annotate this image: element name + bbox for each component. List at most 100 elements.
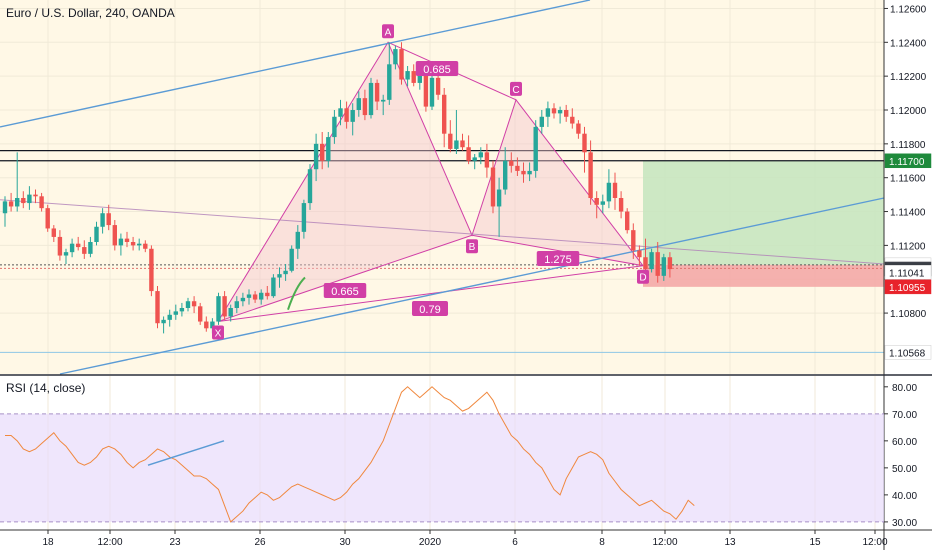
- target-zone: [643, 160, 884, 265]
- candle-body: [185, 301, 191, 308]
- candle-body: [289, 248, 294, 271]
- candle-body: [637, 250, 642, 258]
- candle-body: [8, 201, 14, 207]
- time-tick-label: 12:00: [97, 537, 122, 548]
- candle-body: [191, 301, 197, 307]
- candle-body: [173, 311, 178, 315]
- rsi-trend-line: [147, 440, 225, 466]
- candle-body: [307, 169, 313, 204]
- candle-body: [625, 211, 630, 231]
- candle-body: [313, 143, 319, 170]
- candle-body: [57, 236, 63, 256]
- candle-body: [338, 108, 343, 117]
- price-tick-label: 1.12400: [890, 38, 927, 49]
- candle-body: [618, 198, 624, 212]
- candle-body: [515, 165, 520, 171]
- candle-body: [350, 110, 355, 122]
- stop-zone: [643, 264, 884, 287]
- candle-body: [69, 243, 75, 253]
- candle-body: [594, 198, 599, 205]
- time-tick-label: 12:00: [862, 537, 887, 548]
- candle-body: [161, 319, 166, 324]
- candle-body: [137, 243, 142, 246]
- harmonic-point-d: [637, 269, 649, 284]
- rsi-band: [0, 413, 884, 522]
- candle-body: [130, 242, 136, 246]
- harmonic-bcd-fill: [472, 99, 643, 266]
- candle-body: [496, 189, 502, 207]
- candle-body: [417, 72, 422, 83]
- candle-body: [149, 248, 154, 292]
- ratio-badge: [415, 61, 459, 76]
- candle-body: [442, 94, 447, 134]
- candle-body: [557, 110, 563, 114]
- candle-body: [509, 160, 514, 166]
- candle-body: [454, 140, 459, 149]
- candle-body: [240, 297, 246, 302]
- candle-body: [423, 72, 429, 107]
- candle-body: [643, 257, 648, 270]
- candle-body: [661, 257, 666, 276]
- harmonic-point-label: D: [639, 273, 646, 284]
- candle-body: [326, 137, 331, 161]
- price-axis-label: 1.11041: [889, 268, 925, 279]
- candle-body: [234, 301, 239, 308]
- harmonic-xd-line: [217, 265, 644, 323]
- candle-body: [399, 49, 404, 80]
- rsi-tick-label: 80.00: [892, 383, 917, 394]
- price-tick-label: 1.12200: [890, 72, 927, 83]
- candle-body: [564, 110, 569, 117]
- candle-body: [118, 238, 124, 246]
- candle-body: [167, 314, 172, 320]
- candle-body: [503, 160, 508, 190]
- harmonic-xb-line: [217, 234, 473, 323]
- candle-body: [466, 147, 471, 161]
- candle-body: [271, 277, 276, 297]
- rsi-title: RSI (14, close): [6, 381, 86, 395]
- price-tick-label: 1.12600: [890, 4, 927, 15]
- candle-body: [252, 294, 258, 300]
- ratio-label: 0.665: [331, 286, 359, 298]
- candle-body: [94, 226, 99, 242]
- candle-body: [112, 225, 117, 246]
- candle-body: [222, 296, 227, 317]
- ratio-badge: [536, 251, 580, 266]
- time-tick-label: 18: [42, 537, 54, 548]
- candle-body: [405, 71, 410, 80]
- candle-body: [143, 243, 148, 249]
- candle-body: [521, 170, 526, 175]
- rsi-tick-label: 50.00: [892, 464, 917, 475]
- harmonic-point-label: A: [385, 27, 392, 38]
- price-axis-label-bg: [884, 345, 932, 360]
- candle-body: [179, 308, 185, 312]
- price-axis-label: 1.10568: [889, 348, 926, 359]
- price-axis-label-bg: [884, 153, 932, 169]
- rsi-tick-label: 40.00: [892, 491, 917, 502]
- harmonic-point-b: [466, 239, 478, 254]
- candle-body: [82, 247, 87, 254]
- candle-body: [155, 291, 160, 324]
- candle-body: [344, 108, 349, 122]
- ratio-label: 1.275: [544, 254, 572, 266]
- candle-body: [51, 228, 56, 237]
- candle-body: [332, 116, 337, 138]
- candle-body: [204, 321, 209, 329]
- time-tick-label: 26: [254, 537, 266, 548]
- candle-body: [295, 231, 300, 249]
- candle-body: [539, 116, 544, 127]
- candle-body: [606, 182, 612, 202]
- ratio-label: 0.79: [419, 304, 440, 316]
- candle-body: [356, 98, 361, 110]
- candle-body: [533, 126, 538, 171]
- candle-body: [570, 116, 575, 124]
- candle-body: [63, 252, 69, 256]
- candle-body: [411, 71, 416, 83]
- candle-body: [88, 242, 93, 254]
- candle-body: [106, 213, 111, 226]
- green-stroke-mark: [287, 276, 306, 311]
- ratio-label: 0.685: [423, 64, 451, 76]
- candle-body: [472, 157, 477, 161]
- candle-body: [600, 201, 605, 205]
